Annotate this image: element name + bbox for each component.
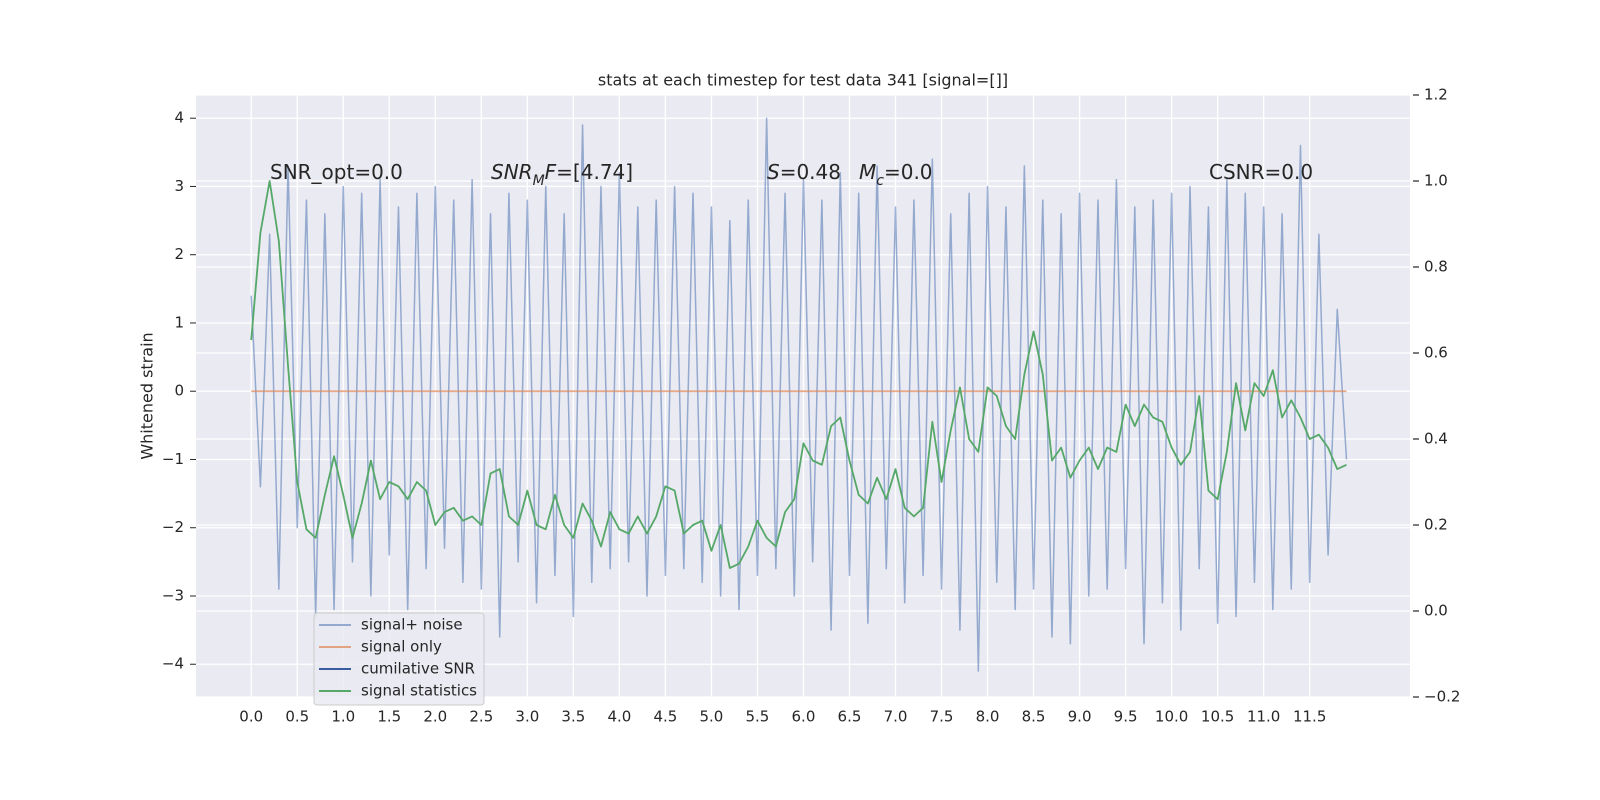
x-tick-label: 7.0 <box>884 708 908 726</box>
x-tick-label: 6.0 <box>792 708 816 726</box>
y-tick-label: −4 <box>162 655 184 673</box>
annotation: SNRMF=[4.74] <box>491 160 633 190</box>
x-tick-label: 6.5 <box>838 708 862 726</box>
x-tick-label: 8.5 <box>1022 708 1046 726</box>
legend-label: signal statistics <box>361 682 477 700</box>
x-tick-label: 4.0 <box>607 708 631 726</box>
x-tick-label: 4.5 <box>653 708 677 726</box>
y-tick-label: −3 <box>162 586 184 604</box>
x-tick-label: 10.5 <box>1201 708 1234 726</box>
legend-label: cumilative SNR <box>361 660 475 678</box>
x-tick-label: 3.5 <box>561 708 585 726</box>
annotation-part: c <box>876 173 884 189</box>
x-tick-label: 1.5 <box>377 708 401 726</box>
x-tick-label: 0.0 <box>239 708 263 726</box>
y-tick-label: 3 <box>174 177 184 195</box>
y2-tick-label: 0.6 <box>1424 344 1448 362</box>
legend-box <box>313 612 485 706</box>
x-tick-label: 9.0 <box>1068 708 1092 726</box>
annotation-part: M <box>859 160 876 184</box>
x-tick-label: 5.0 <box>699 708 723 726</box>
annotation-part: =0.0 <box>884 160 933 184</box>
annotation: S=0.48 <box>767 160 841 184</box>
x-tick-label: 9.5 <box>1114 708 1138 726</box>
x-tick-label: 2.0 <box>423 708 447 726</box>
y-tick-label: 2 <box>174 245 184 263</box>
annotation-part: =[4.74] <box>556 160 633 184</box>
y-tick-label: −1 <box>162 450 184 468</box>
chart-title: stats at each timestep for test data 341… <box>598 71 1008 90</box>
y2-tick-label: 1.2 <box>1424 86 1448 104</box>
legend-label: signal+ noise <box>361 616 463 634</box>
legend-label: signal only <box>361 638 442 656</box>
annotation-part: SNR <box>491 160 533 184</box>
x-tick-label: 0.5 <box>285 708 309 726</box>
annotation-part: SNR_opt=0.0 <box>270 160 403 184</box>
annotation-part: S <box>767 160 780 184</box>
x-tick-label: 5.5 <box>746 708 770 726</box>
legend: signal+ noise signal only cumilative SNR si… <box>313 612 485 706</box>
series-line <box>250 180 1347 569</box>
annotation-part: M <box>533 173 545 189</box>
y2-tick-label: 0.8 <box>1424 258 1448 276</box>
annotation-part: CSNR=0.0 <box>1209 160 1313 184</box>
y2-tick-label: −0.2 <box>1424 688 1460 706</box>
series-line <box>250 117 1348 672</box>
annotation: Mc=0.0 <box>859 160 933 190</box>
x-tick-label: 11.0 <box>1247 708 1280 726</box>
y2-tick-label: 0.0 <box>1424 602 1448 620</box>
x-tick-label: 7.5 <box>930 708 954 726</box>
y2-tick-label: 0.4 <box>1424 430 1448 448</box>
y-tick-label: 1 <box>174 313 184 331</box>
x-tick-label: 1.0 <box>331 708 355 726</box>
annotation: SNR_opt=0.0 <box>270 160 403 184</box>
annotation-part: =0.48 <box>780 160 841 184</box>
x-tick-label: 11.5 <box>1293 708 1326 726</box>
x-tick-label: 10.0 <box>1155 708 1188 726</box>
y2-tick-label: 0.2 <box>1424 516 1448 534</box>
x-tick-label: 3.0 <box>515 708 539 726</box>
annotation-part: F <box>545 160 557 184</box>
y-axis-label: Whitened strain <box>138 332 157 459</box>
x-tick-label: 8.0 <box>976 708 1000 726</box>
x-tick-label: 2.5 <box>469 708 493 726</box>
y-tick-label: −2 <box>162 518 184 536</box>
annotation: CSNR=0.0 <box>1209 160 1313 184</box>
y-tick-label: 4 <box>174 109 184 127</box>
y2-tick-label: 1.0 <box>1424 172 1448 190</box>
y-tick-label: 0 <box>174 382 184 400</box>
